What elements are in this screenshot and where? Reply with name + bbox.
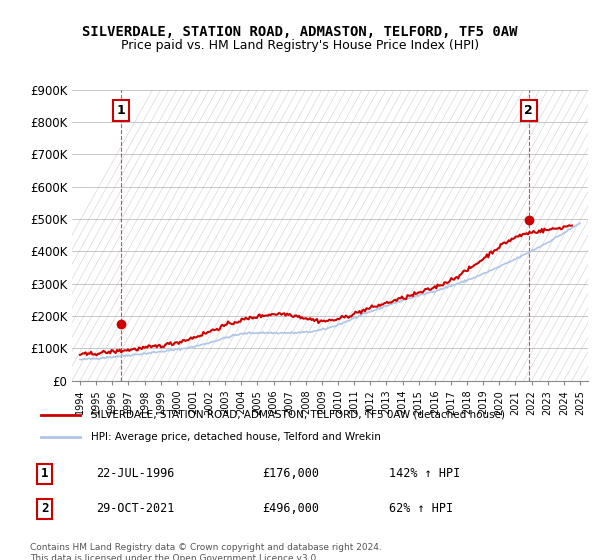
Text: 2: 2 xyxy=(524,104,533,117)
Text: 29-OCT-2021: 29-OCT-2021 xyxy=(96,502,175,515)
Text: HPI: Average price, detached house, Telford and Wrekin: HPI: Average price, detached house, Telf… xyxy=(91,432,380,442)
Text: SILVERDALE, STATION ROAD, ADMASTON, TELFORD, TF5 0AW: SILVERDALE, STATION ROAD, ADMASTON, TELF… xyxy=(82,25,518,39)
Text: 1: 1 xyxy=(117,104,125,117)
Text: 62% ↑ HPI: 62% ↑ HPI xyxy=(389,502,453,515)
Text: 142% ↑ HPI: 142% ↑ HPI xyxy=(389,468,460,480)
Text: 22-JUL-1996: 22-JUL-1996 xyxy=(96,468,175,480)
Text: £496,000: £496,000 xyxy=(262,502,319,515)
Text: SILVERDALE, STATION ROAD, ADMASTON, TELFORD, TF5 0AW (detached house): SILVERDALE, STATION ROAD, ADMASTON, TELF… xyxy=(91,409,505,419)
Text: 1: 1 xyxy=(41,468,49,480)
Text: £176,000: £176,000 xyxy=(262,468,319,480)
Text: 2: 2 xyxy=(41,502,49,515)
Text: Contains HM Land Registry data © Crown copyright and database right 2024.
This d: Contains HM Land Registry data © Crown c… xyxy=(30,543,382,560)
Text: Price paid vs. HM Land Registry's House Price Index (HPI): Price paid vs. HM Land Registry's House … xyxy=(121,39,479,52)
